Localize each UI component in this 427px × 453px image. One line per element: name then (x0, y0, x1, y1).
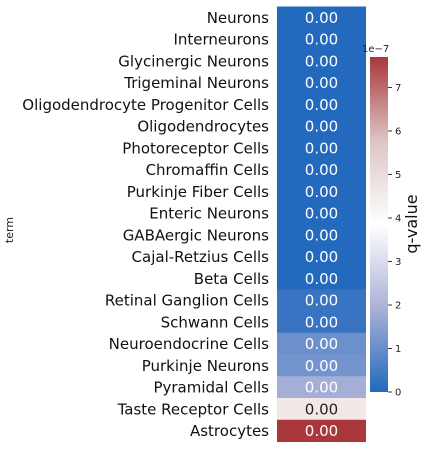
colorbar-tick-label: 2 (395, 300, 401, 311)
heatmap-cell (277, 6, 366, 29)
row-label: Astrocytes (190, 422, 269, 440)
cell-annotation: 0.00 (305, 422, 338, 440)
cell-annotation: 0.00 (305, 313, 338, 331)
heatmap-cell (277, 398, 366, 421)
cell-annotation: 0.00 (305, 292, 338, 310)
cell-annotation: 0.00 (305, 205, 338, 223)
cell-annotation: 0.00 (305, 118, 338, 136)
heatmap-cell (277, 289, 366, 312)
colorbar-tick-label: 3 (395, 257, 401, 268)
row-label: Purkinje Fiber Cells (127, 183, 269, 201)
cell-annotation: 0.00 (305, 31, 338, 49)
cell-annotation: 0.00 (305, 335, 338, 353)
colorbar-ticks: 0 1 2 3 4 5 6 7 (388, 83, 401, 399)
row-label: Neuroendocrine Cells (109, 335, 270, 353)
row-label: Oligodendrocytes (137, 118, 269, 136)
colorbar-label: q-value (402, 194, 421, 253)
heatmap-cell (277, 332, 366, 355)
colorbar-tick-label: 4 (395, 213, 401, 224)
cell-annotation: 0.00 (305, 270, 338, 288)
row-label: Schwann Cells (161, 313, 270, 331)
row-label: Taste Receptor Cells (117, 400, 270, 418)
cell-annotation: 0.00 (305, 379, 338, 397)
row-label: Photoreceptor Cells (122, 139, 269, 157)
colorbar: 0 1 2 3 4 5 6 7 1e−7 q-value (362, 44, 421, 399)
row-label: Enteric Neurons (149, 205, 269, 223)
heatmap-cell (277, 137, 366, 160)
colorbar-tick-label: 5 (395, 170, 401, 181)
heatmap-cell (277, 354, 366, 377)
cell-annotation: 0.00 (305, 183, 338, 201)
heatmap-cell (277, 50, 366, 73)
heatmap-cells (277, 6, 366, 442)
row-label: Neurons (207, 9, 269, 27)
cell-annotation: 0.00 (305, 161, 338, 179)
cell-annotations: 0.00 0.00 0.00 0.00 0.00 0.00 0.00 0.00 0.00 0.00… (305, 9, 338, 440)
heatmap-cell (277, 93, 366, 116)
row-label: Beta Cells (194, 270, 269, 288)
row-label: Cajal-Retzius Cells (132, 248, 270, 266)
heatmap-cell (277, 202, 366, 225)
row-label: Purkinje Neurons (142, 357, 269, 375)
cell-annotation: 0.00 (305, 96, 338, 114)
cell-annotation: 0.00 (305, 248, 338, 266)
cell-annotation: 0.00 (305, 74, 338, 92)
row-label: Interneurons (173, 31, 269, 49)
row-label: Chromaffin Cells (146, 161, 270, 179)
heatmap-cell (277, 71, 366, 94)
row-label: Glycinergic Neurons (118, 52, 269, 70)
heatmap-cell (277, 311, 366, 334)
cell-annotation: 0.00 (305, 357, 338, 375)
heatmap-cell (277, 180, 366, 203)
row-label: Trigeminal Neurons (123, 74, 269, 92)
heatmap-cell (277, 28, 366, 51)
cell-annotation: 0.00 (305, 139, 338, 157)
colorbar-tick-label: 7 (395, 83, 401, 94)
colorbar-tick-label: 1 (395, 344, 401, 355)
heatmap-cell (277, 158, 366, 181)
heatmap-cell (277, 115, 366, 138)
cell-annotation: 0.00 (305, 226, 338, 244)
colorbar-gradient (370, 57, 388, 392)
row-label: Oligodendrocyte Progenitor Cells (22, 96, 269, 114)
heatmap-cell (277, 419, 366, 442)
cell-annotation: 0.00 (305, 52, 338, 70)
cell-annotation: 0.00 (305, 400, 338, 418)
heatmap-cell (277, 267, 366, 290)
cell-annotation: 0.00 (305, 9, 338, 27)
row-label: GABAergic Neurons (123, 226, 269, 244)
colorbar-tick-label: 0 (395, 388, 401, 399)
row-label: Retinal Ganglion Cells (105, 292, 269, 310)
heatmap-cell (277, 376, 366, 399)
heatmap-cell (277, 245, 366, 268)
y-axis-label: term (3, 217, 16, 243)
colorbar-tick-label: 6 (395, 126, 401, 137)
colorbar-offset-text: 1e−7 (362, 44, 389, 55)
heatmap-cell (277, 224, 366, 247)
row-labels: Neurons Interneurons Glycinergic Neurons Tr… (22, 9, 269, 440)
row-label: Pyramidal Cells (153, 379, 269, 397)
